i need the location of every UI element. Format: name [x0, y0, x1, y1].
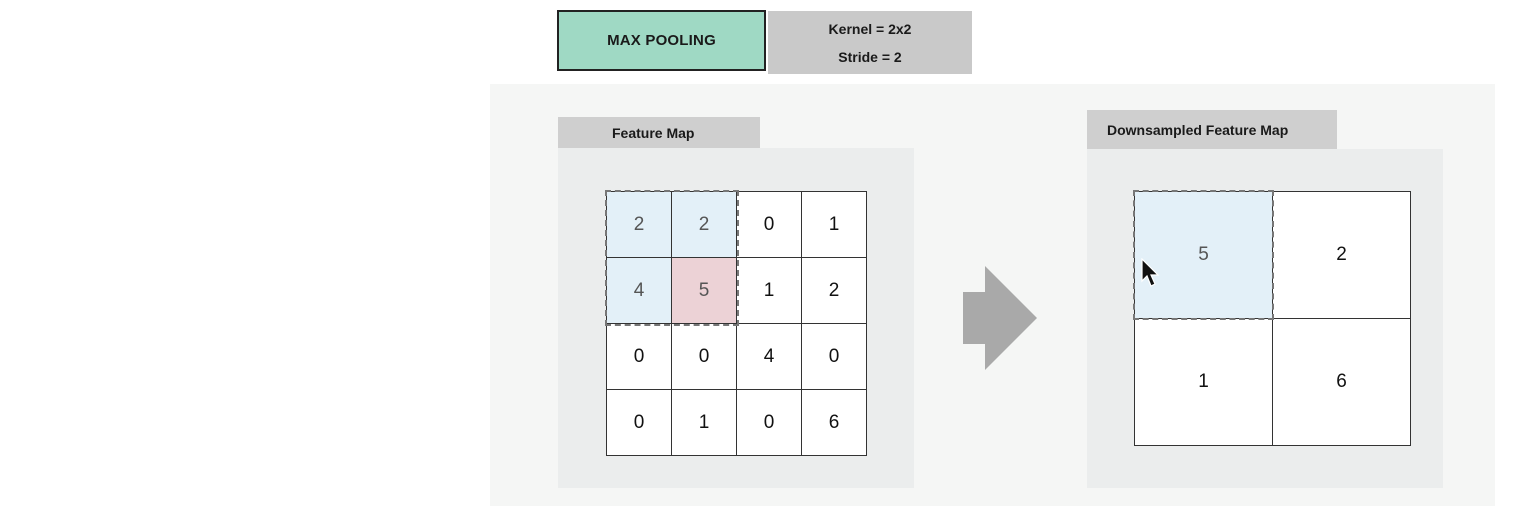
- feature-map-cell: 5: [671, 257, 737, 324]
- operation-title: MAX POOLING: [557, 10, 766, 71]
- feature-map-cell: 0: [736, 191, 802, 258]
- feature-map-cell: 1: [671, 389, 737, 456]
- downsampled-map-cell: 1: [1134, 318, 1273, 446]
- stride-label: Stride = 2: [838, 48, 902, 65]
- downsampled-map-label: Downsampled Feature Map: [1087, 110, 1337, 149]
- feature-map-cell: 0: [606, 323, 672, 390]
- downsampled-map-cell: 6: [1272, 318, 1411, 446]
- downsampled-map-cell: 5: [1134, 191, 1273, 319]
- feature-map-cell: 0: [671, 323, 737, 390]
- feature-map-cell: 0: [801, 323, 867, 390]
- feature-map-cell: 2: [801, 257, 867, 324]
- feature-map-cell: 2: [671, 191, 737, 258]
- feature-map-cell: 1: [736, 257, 802, 324]
- mouse-cursor-icon: [1141, 258, 1160, 287]
- feature-map-cell: 1: [801, 191, 867, 258]
- right-arrow-icon: [963, 266, 1037, 370]
- feature-map-cell: 0: [606, 389, 672, 456]
- feature-map-cell: 2: [606, 191, 672, 258]
- feature-map-cell: 4: [606, 257, 672, 324]
- downsampled-map-cell: 2: [1272, 191, 1411, 319]
- feature-map-cell: 4: [736, 323, 802, 390]
- feature-map-cell: 6: [801, 389, 867, 456]
- kernel-size-label: Kernel = 2x2: [828, 20, 912, 37]
- operation-params: Kernel = 2x2 Stride = 2: [768, 11, 972, 74]
- feature-map-cell: 0: [736, 389, 802, 456]
- feature-map-label: Feature Map: [558, 117, 760, 148]
